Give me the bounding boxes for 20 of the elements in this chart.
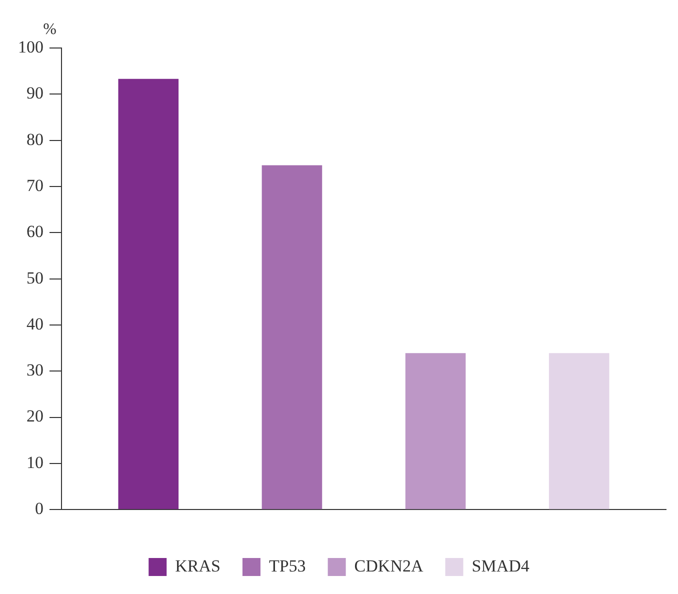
y-tick-label: 100	[18, 37, 44, 56]
legend-label: CDKN2A	[354, 556, 424, 576]
y-tick-label: 70	[26, 176, 44, 195]
y-tick-label: 10	[26, 452, 44, 472]
bar	[405, 353, 466, 510]
legend-label: KRAS	[175, 556, 220, 576]
y-tick-label: 80	[26, 130, 44, 149]
y-axis-title: %	[43, 21, 56, 38]
legend-label: TP53	[268, 556, 306, 576]
y-tick-label: 60	[26, 222, 44, 242]
y-tick-label: 40	[26, 314, 44, 334]
legend-label: SMAD4	[472, 556, 530, 576]
y-tick-label: 30	[26, 360, 44, 380]
bar	[118, 78, 179, 510]
y-tick-label: 20	[26, 406, 44, 426]
y-tick-label: 50	[26, 268, 44, 288]
y-tick-label: 90	[26, 84, 44, 103]
bar	[548, 353, 610, 510]
y-tick-label: 0	[35, 499, 44, 518]
bar	[262, 165, 322, 510]
